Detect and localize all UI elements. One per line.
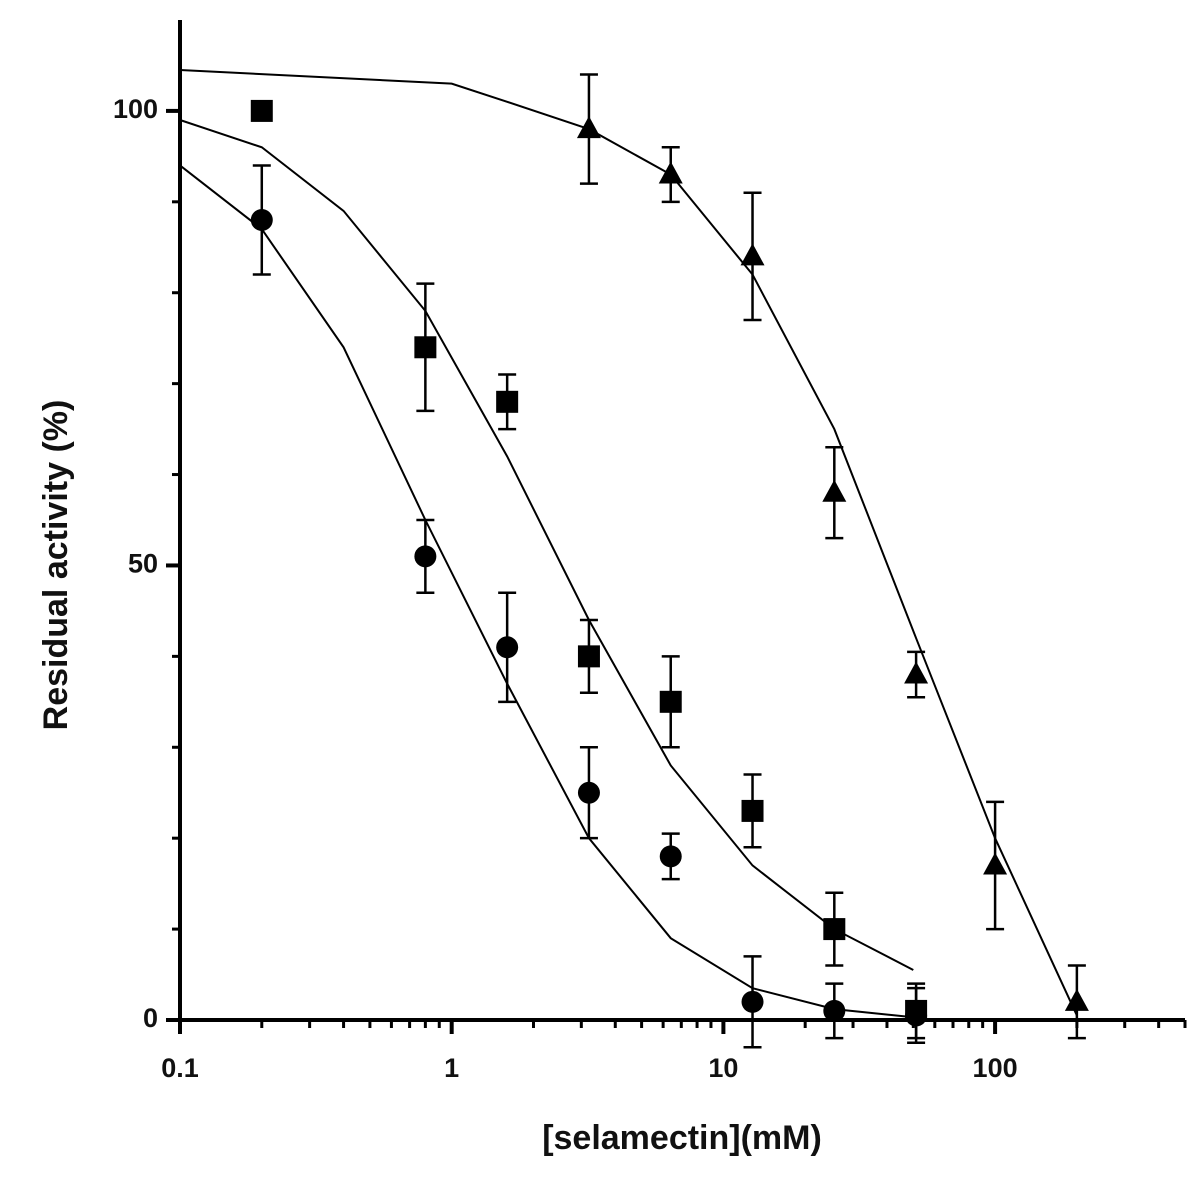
data-point: [823, 999, 846, 1022]
x-tick-label: 1: [444, 1053, 459, 1083]
data-point: [741, 990, 764, 1013]
data-point: [983, 852, 1008, 875]
data-point: [496, 390, 519, 413]
data-point: [658, 161, 683, 184]
fit-curve: [179, 119, 914, 971]
data-point: [414, 545, 437, 568]
data-point: [496, 636, 519, 659]
data-point: [250, 99, 273, 122]
data-point: [250, 209, 273, 231]
y-tick-label: 50: [128, 549, 158, 579]
fit-curve: [179, 164, 914, 1019]
data-point: [905, 999, 928, 1022]
data-point: [822, 479, 847, 502]
data-point: [741, 799, 764, 822]
data-point: [577, 781, 600, 804]
fit-curve: [179, 69, 1078, 1016]
data-point: [1064, 988, 1089, 1011]
x-tick-label: 100: [973, 1053, 1018, 1083]
y-tick-label: 100: [113, 94, 158, 124]
y-tick-label: 0: [143, 1003, 158, 1033]
x-axis-title: [selamectin](mM): [542, 1119, 822, 1157]
data-point: [576, 116, 601, 139]
data-point: [659, 690, 682, 713]
data-point: [823, 918, 846, 941]
x-tick-label: 0.1: [161, 1053, 199, 1083]
y-axis-title: Residual activity (%): [37, 400, 75, 731]
data-point: [414, 336, 437, 359]
data-point: [740, 243, 765, 266]
data-point: [659, 845, 682, 868]
data-point: [577, 645, 600, 668]
data-point: [904, 661, 929, 684]
x-tick-label: 10: [708, 1053, 738, 1083]
